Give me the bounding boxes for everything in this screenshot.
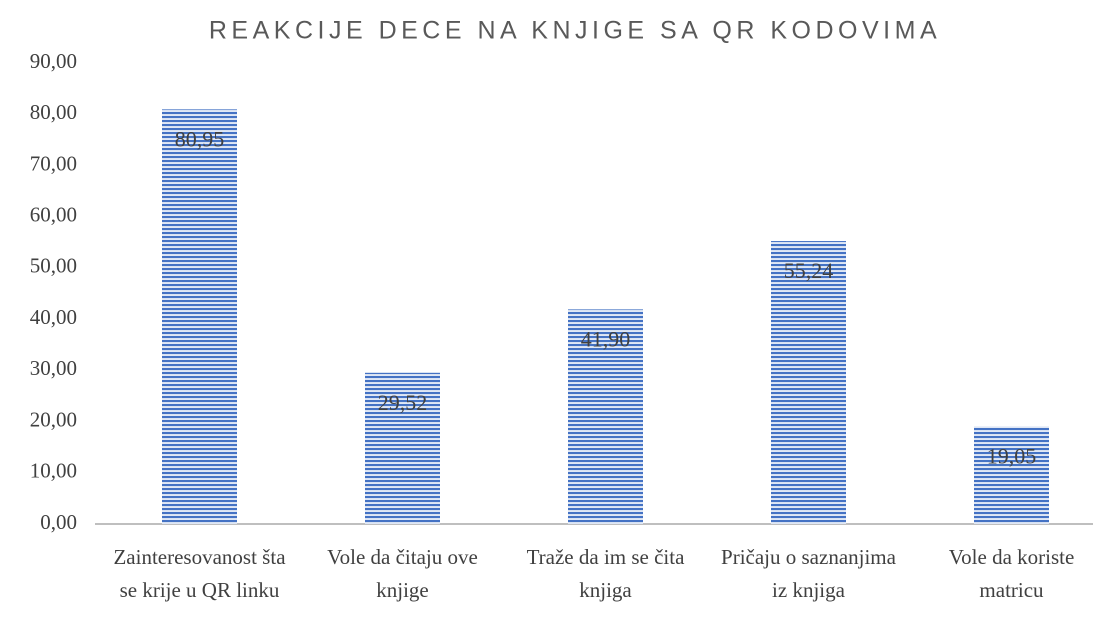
x-tick-label: Traže da im se čita knjiga (526, 545, 685, 602)
y-tick-label: 40,00 (30, 305, 77, 329)
y-tick-label: 80,00 (30, 100, 77, 124)
y-tick-label: 30,00 (30, 356, 77, 380)
y-tick-label: 90,00 (30, 49, 77, 73)
y-tick-label: 50,00 (30, 254, 77, 278)
bar (974, 426, 1049, 524)
x-tick-label: Vole da čitaju ove knjige (327, 545, 478, 602)
data-label: 80,95 (175, 126, 225, 151)
data-label: 55,24 (784, 258, 834, 283)
data-label: 29,52 (378, 390, 428, 415)
data-label: 19,05 (987, 443, 1037, 468)
bar (162, 109, 237, 524)
x-tick-label: Vole da koriste matricu (948, 545, 1075, 602)
chart-title: REAKCIJE DECE NA KNJIGE SA QR KODOVIMA (209, 17, 941, 45)
y-tick-label: 20,00 (30, 407, 77, 431)
x-tick-label: Zainteresovanost šta se krije u QR linku (113, 545, 286, 602)
y-tick-label: 0,00 (40, 510, 77, 534)
bar (568, 309, 643, 524)
y-tick-label: 10,00 (30, 459, 77, 483)
x-tick-label: Pričaju o saznanjima iz knjiga (721, 545, 896, 602)
bar (365, 372, 440, 524)
y-tick-label: 60,00 (30, 202, 77, 226)
bar (771, 241, 846, 524)
y-tick-label: 70,00 (30, 151, 77, 175)
data-label: 41,90 (581, 326, 631, 351)
